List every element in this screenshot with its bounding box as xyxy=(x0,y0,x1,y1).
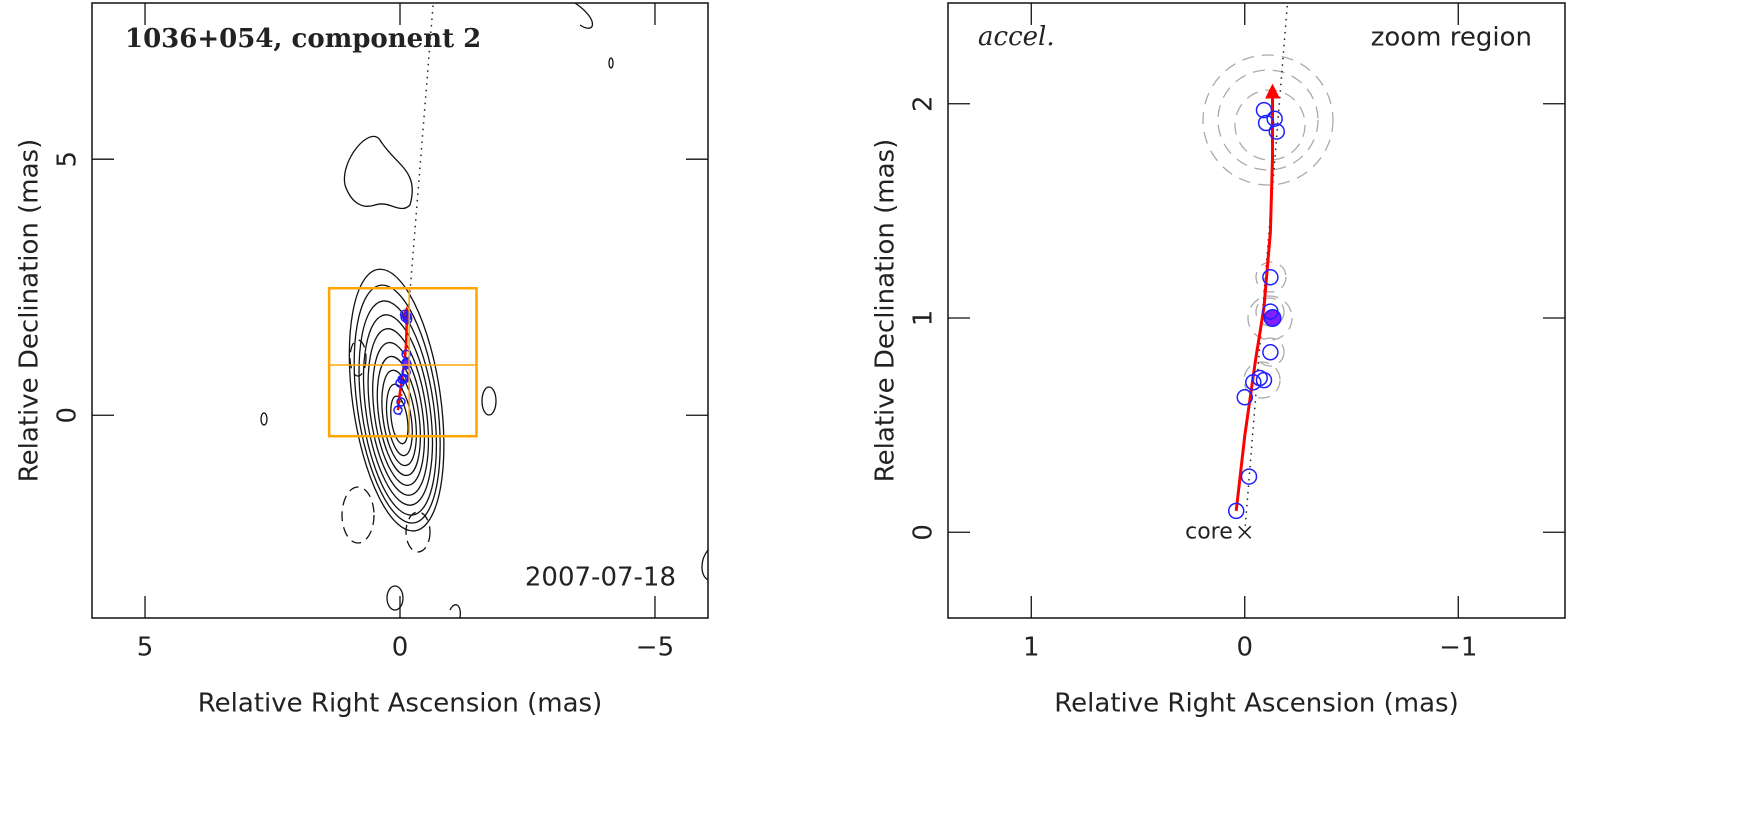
x-axis-label: Relative Right Ascension (mas) xyxy=(198,689,602,719)
y-tick-label: 2 xyxy=(909,95,939,112)
x-tick-label: 1 xyxy=(1023,633,1040,663)
core-label: core xyxy=(1185,519,1233,544)
component xyxy=(402,314,413,325)
plot-frame xyxy=(947,2,1566,619)
component xyxy=(393,405,403,415)
component xyxy=(1255,101,1273,119)
y-axis-label: Relative Declination (mas) xyxy=(871,139,901,482)
y-tick-label: 1 xyxy=(909,310,939,327)
jet-axis xyxy=(399,2,434,416)
x-tick-label: 5 xyxy=(137,633,154,663)
component xyxy=(1227,502,1245,520)
component xyxy=(1236,389,1254,406)
panel-title: 1036+054, component 2 xyxy=(125,24,481,54)
component xyxy=(1262,303,1279,320)
component xyxy=(1262,344,1279,361)
zoom-label: zoom region xyxy=(1371,23,1532,53)
x-tick-label: −1 xyxy=(1439,633,1477,663)
core-marker xyxy=(1238,525,1252,539)
component xyxy=(1240,468,1258,485)
contours xyxy=(260,3,708,618)
zoom-box xyxy=(327,286,478,438)
component xyxy=(396,397,406,407)
component xyxy=(1268,123,1286,140)
component xyxy=(1257,114,1275,132)
error-circles xyxy=(1202,54,1334,399)
jet-axis xyxy=(1244,2,1289,533)
y-tick-label: 0 xyxy=(53,407,83,424)
x-axis-label: Relative Right Ascension (mas) xyxy=(1054,689,1458,719)
component xyxy=(1255,371,1273,389)
x-tick-label: 0 xyxy=(1236,633,1253,663)
x-tick-label: −5 xyxy=(636,633,674,663)
component xyxy=(401,349,411,360)
y-tick-label: 0 xyxy=(909,524,939,541)
y-tick-label: 5 xyxy=(53,151,83,168)
y-axis-label: Relative Declination (mas) xyxy=(15,139,45,482)
component xyxy=(1266,110,1283,127)
x-tick-label: 0 xyxy=(392,633,409,663)
panel-title: accel. xyxy=(978,22,1055,52)
component xyxy=(1262,269,1279,286)
date-label: 2007-07-18 xyxy=(525,563,676,593)
